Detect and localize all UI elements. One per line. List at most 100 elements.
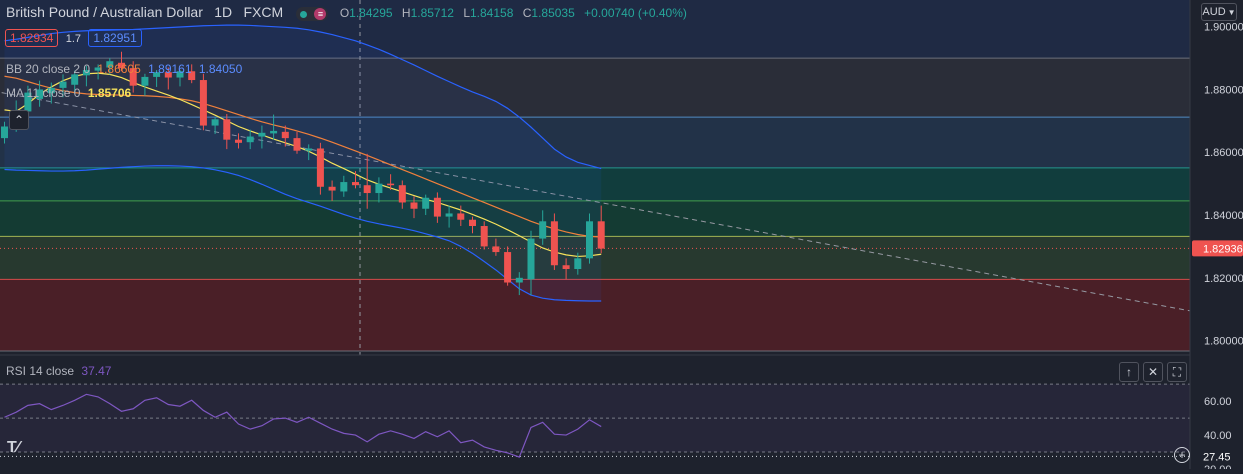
candle-body [118,62,125,69]
trendline [0,91,1243,322]
candle-body [410,202,418,209]
candle-body [281,131,289,139]
pane-move-up-button[interactable]: ↑ [1119,362,1139,382]
collapse-legend-button[interactable]: ⌃ [9,110,29,130]
candle-body [469,219,476,227]
bb-legend[interactable]: BB 20 close 2 0 1.86605 1.89161 1.84050 [6,62,242,76]
candle-body [293,138,301,151]
candle-body [457,213,465,220]
fib-zone [0,167,1190,201]
market-open-dot-icon [300,10,308,18]
fib-zone [0,200,1190,237]
spread-value: 1.7 [65,33,82,45]
ma-legend[interactable]: MA 11 close 0 1.85706 [6,86,131,100]
grid-lines [0,0,1190,469]
status-flag-icon: ≡ [314,7,327,20]
candle-body [387,183,395,186]
close-icon: ✕ [1147,365,1159,379]
ma-value: 1.85706 [87,86,132,100]
symbol-title[interactable]: British Pound / Australian Dollar [6,4,203,20]
price-tick-label: 1.86000 [1204,147,1243,159]
ma-label: MA 11 close 0 [6,86,81,100]
add-level-button[interactable]: + [1174,447,1190,463]
chevron-down-icon: ▼ [1227,8,1236,17]
candle-body [550,221,558,266]
candle-body [375,183,383,194]
fib-zone [0,117,1190,168]
fib-zone [0,236,1190,280]
candle-body [106,61,114,68]
candle-body [129,68,137,86]
rsi-pane-bg [0,355,1190,469]
candle-body [246,136,254,143]
candle-body [445,213,453,217]
candle-body [539,221,547,239]
candle-body [258,132,266,137]
bb-label: BB 20 close 2 0 [6,62,91,76]
rsi-current-label: 27.45 [1203,451,1231,463]
candle-body [235,139,242,143]
bb-upper-value: 1.89161 [148,62,192,76]
rsi-pane [0,354,1243,469]
candle-body [586,221,593,259]
indicator-lines [0,24,1243,322]
low-label: L [463,6,470,20]
candle-body [59,81,67,88]
candle-body [504,252,512,283]
price-tick-label: 1.88000 [1204,84,1243,96]
pane-close-button[interactable]: ✕ [1143,362,1163,382]
open-label: O [339,6,350,20]
current-price-tag [1192,240,1243,257]
current-price-label: 1.82936 [1203,243,1243,255]
tradingview-logo-icon: T⁄ [7,439,20,456]
rsi-tick-label: 40.00 [1204,430,1232,442]
rsi-line [4,393,602,458]
pane-maximize-button[interactable]: ⛶ [1167,362,1187,382]
rsi-legend[interactable]: RSI 14 close 37.47 [6,364,111,378]
trade-buttons: 1.82934 1.7 1.82951 [5,29,142,47]
exchange-label: FXCM [243,4,284,20]
sell-button[interactable]: 1.82934 [5,29,59,47]
high-label: H [401,6,411,20]
candle-body [164,72,172,78]
rsi-current-tag [1192,448,1243,465]
bb-upper-line [4,24,602,170]
price-tick-label: 1.84000 [1204,210,1243,222]
bb-lower-line [4,165,602,302]
interval-label[interactable]: 1D [214,4,233,20]
currency-label: AUD [1202,6,1226,18]
candle-body [492,246,500,253]
symbol-legend: British Pound / Australian Dollar 1D FXC… [6,4,687,21]
candle-body [94,67,102,71]
buy-button[interactable]: 1.82951 [88,29,142,47]
candle-body [527,238,535,280]
currency-selector[interactable]: AUD ▼ [1201,3,1237,21]
candle-body [328,186,336,191]
fib-zone [0,279,1190,351]
price-tick-label: 1.82000 [1204,273,1243,285]
tradingview-logo[interactable]: T⁄ [7,439,37,461]
candle-body [480,226,488,247]
candle-body [316,148,324,187]
close-value: 1.85035 [531,6,575,20]
candle-body [71,74,79,85]
market-status-icon[interactable]: ≡ [296,6,329,21]
ma-line [4,72,602,258]
candle-body [422,197,430,209]
change-value: +0.00740 (+0.40%) [584,6,687,20]
bb-basis-line [4,75,602,238]
fib-zones [0,0,1190,352]
chevron-up-icon: ⌃ [13,113,25,127]
high-value: 1.85712 [410,6,454,20]
candle-body [340,182,348,192]
close-label: C [522,6,532,20]
bb-basis-value: 1.86605 [97,62,141,76]
candle-body [82,70,90,76]
rsi-tick-label: 20.00 [1204,464,1232,469]
fib-zone [0,0,1190,59]
rsi-value: 37.47 [81,364,112,378]
candle-body [211,119,219,126]
rsi-tick-label: 60.00 [1204,396,1232,408]
